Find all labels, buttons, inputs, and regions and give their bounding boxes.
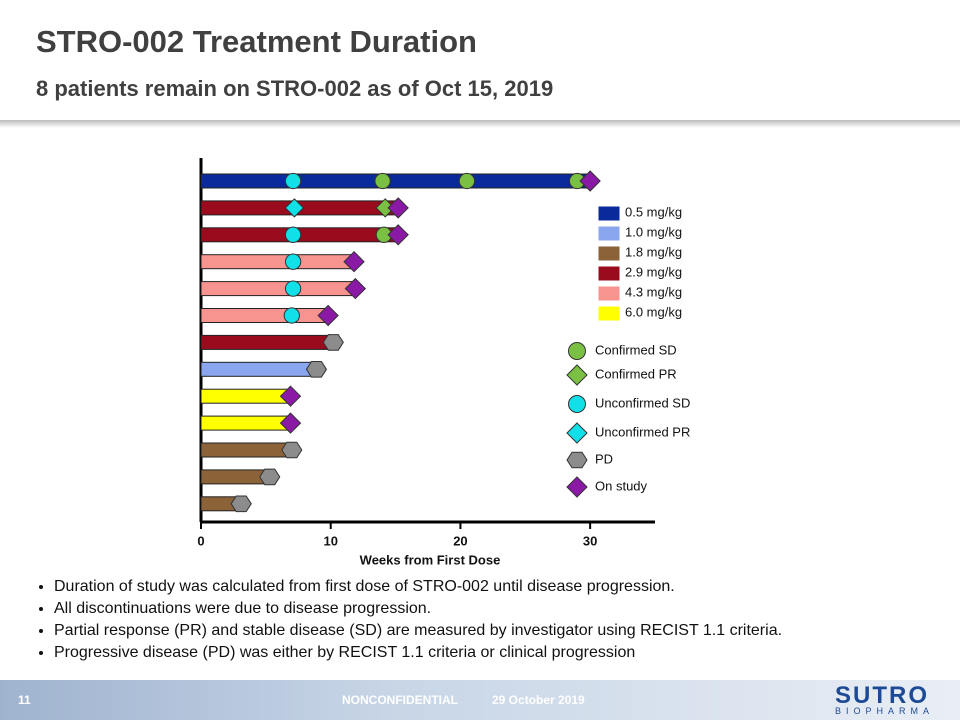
legend-label: 0.5 mg/kg (625, 204, 682, 219)
bar (200, 415, 292, 431)
legend-label: PD (595, 451, 613, 466)
logo-sub: BIOPHARMA (834, 706, 934, 716)
legend-label: Unconfirmed PR (595, 424, 690, 439)
bar (200, 361, 317, 377)
x-tick-label: 30 (583, 533, 597, 548)
marker (317, 304, 339, 327)
legend-label: On study (595, 478, 648, 493)
bar (200, 308, 329, 323)
page-number: 11 (18, 693, 31, 707)
bar (200, 442, 293, 458)
legend-label: Unconfirmed SD (595, 395, 690, 410)
bar (200, 281, 356, 297)
legend-marker (568, 342, 586, 360)
notes: Duration of study was calculated from fi… (22, 578, 782, 666)
marker (322, 334, 344, 351)
marker (284, 280, 302, 297)
marker (259, 468, 281, 486)
divider (0, 120, 960, 128)
legend-swatch (597, 305, 621, 322)
marker (284, 253, 302, 270)
marker (283, 307, 300, 324)
footer: 11 NONCONFIDENTIAL 29 October 2019 (0, 680, 960, 720)
note: Partial response (PR) and stable disease… (54, 622, 782, 640)
legend-swatch (597, 205, 621, 222)
legend-swatch (597, 225, 621, 242)
note: Progressive disease (PD) was either by R… (54, 644, 782, 662)
confidentiality: NONCONFIDENTIAL (342, 693, 458, 707)
marker (458, 172, 476, 190)
marker (387, 224, 409, 246)
legend-label: 6.0 mg/kg (625, 304, 682, 319)
legend-label: 4.3 mg/kg (625, 284, 682, 299)
bar (200, 173, 591, 189)
bar (200, 334, 334, 350)
x-tick-label: 20 (453, 533, 467, 548)
marker (279, 385, 302, 407)
marker (305, 361, 328, 378)
marker (343, 250, 365, 273)
marker (281, 441, 303, 459)
marker (284, 172, 302, 190)
marker (374, 172, 391, 190)
bar (200, 254, 355, 270)
legend-swatch (597, 265, 621, 282)
title: STRO-002 Treatment Duration (36, 24, 477, 59)
marker (344, 277, 367, 300)
x-axis-label: Weeks from First Dose (360, 552, 501, 567)
legend-label: 2.9 mg/kg (625, 264, 682, 279)
note: All discontinuations were due to disease… (54, 600, 782, 618)
chart: 0 10 20 30 Weeks from First Dose 0.5 mg/kg 1.0… (197, 158, 690, 567)
subtitle: 8 patients remain on STRO-002 as of Oct … (36, 76, 554, 101)
legend-label: Confirmed PR (595, 366, 677, 381)
marker (279, 412, 302, 434)
bar (200, 388, 292, 404)
date: 29 October 2019 (492, 693, 585, 707)
x-tick-label: 10 (323, 533, 337, 548)
marker (230, 495, 252, 513)
legend-label: Confirmed SD (595, 342, 677, 357)
note: Duration of study was calculated from fi… (54, 578, 782, 596)
logo: SUTRO BIOPHARMA (835, 682, 934, 716)
legend-label: 1.8 mg/kg (625, 244, 682, 259)
marker (284, 198, 305, 218)
logo-text: SUTRO (834, 682, 929, 709)
legend-marker (566, 422, 588, 444)
marker (387, 197, 409, 219)
legend-marker (566, 451, 588, 469)
legend-swatch (597, 285, 621, 302)
x-tick-label: 0 (197, 533, 204, 548)
legend-swatch (597, 245, 621, 262)
legend-label: 1.0 mg/kg (625, 224, 682, 239)
marker (284, 226, 302, 243)
legend-marker (566, 364, 588, 386)
legend-marker (566, 476, 588, 498)
marker (579, 170, 601, 192)
legend-marker (568, 395, 586, 413)
